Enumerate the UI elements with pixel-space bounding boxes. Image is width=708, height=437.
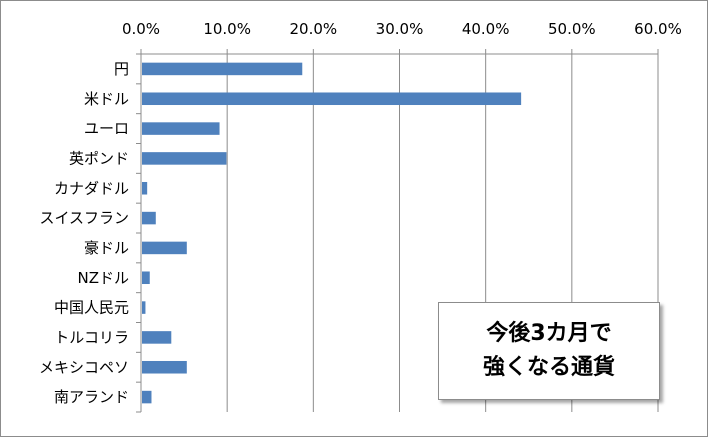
x-tick-label: 10.0%	[203, 20, 251, 38]
chart-title-box: 今後3カ月で 強くなる通貨	[438, 302, 660, 400]
bar	[142, 390, 152, 404]
bar	[142, 181, 148, 195]
bar	[142, 152, 227, 165]
x-tick-label: 0.0%	[122, 20, 160, 38]
category-label: 英ポンド	[69, 149, 129, 167]
category-label: 中国人民元	[54, 299, 129, 317]
category-label: メキシコペソ	[39, 358, 129, 376]
category-label: NZドル	[78, 269, 130, 287]
category-label: ユーロ	[84, 120, 129, 138]
bar	[142, 331, 172, 344]
category-label: 円	[114, 60, 129, 78]
x-tick-label: 30.0%	[376, 20, 424, 38]
x-tick-label: 60.0%	[634, 20, 682, 38]
x-tick-label: 20.0%	[290, 20, 338, 38]
category-label: トルコリラ	[54, 328, 129, 346]
bar	[142, 271, 150, 285]
category-label: スイスフラン	[39, 209, 129, 227]
category-label: 南アランド	[54, 388, 129, 406]
bar	[142, 92, 522, 106]
category-label: 米ドル	[84, 90, 129, 108]
bar	[142, 211, 156, 225]
bar	[142, 241, 187, 255]
chart-title-line-1: 今後3カ月で	[486, 321, 612, 346]
category-label: 豪ドル	[84, 239, 129, 257]
category-label: カナダドル	[54, 179, 129, 197]
bar	[142, 301, 146, 314]
bar	[142, 360, 187, 374]
x-tick-label: 50.0%	[548, 20, 596, 38]
bar	[142, 62, 303, 76]
x-tick-label: 40.0%	[462, 20, 510, 38]
bar	[142, 122, 220, 135]
chart-title-line-2: 強くなる通貨	[482, 355, 615, 380]
